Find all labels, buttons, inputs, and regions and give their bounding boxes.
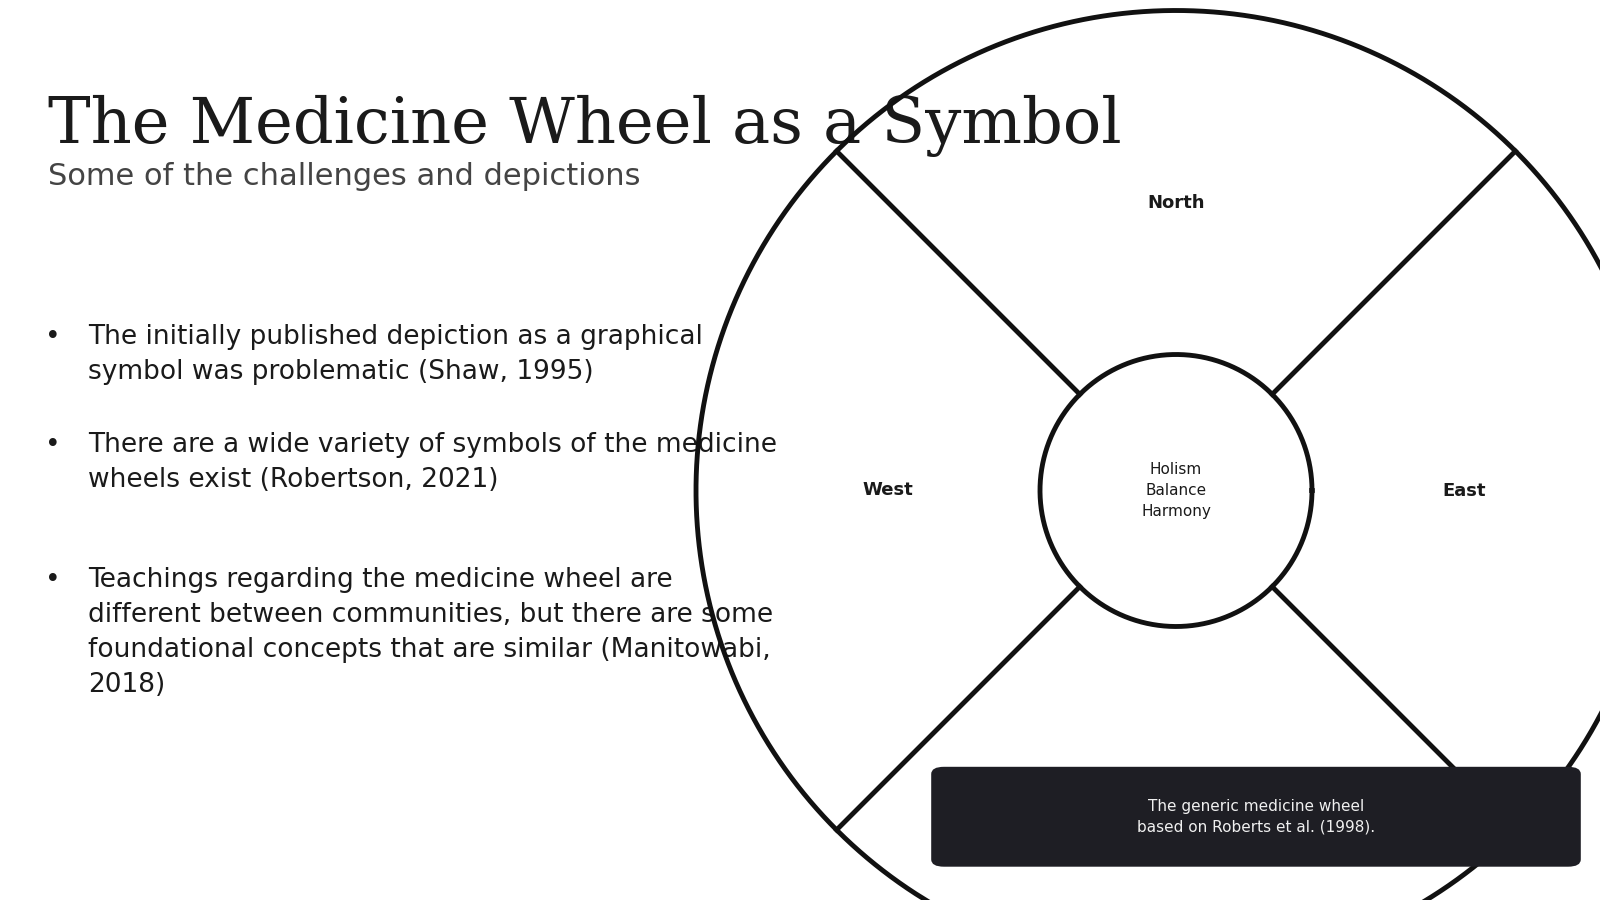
Text: Teachings regarding the medicine wheel are
different between communities, but th: Teachings regarding the medicine wheel a… xyxy=(88,567,773,698)
Text: West: West xyxy=(862,482,914,500)
Text: Some of the challenges and depictions: Some of the challenges and depictions xyxy=(48,162,640,191)
Text: North: North xyxy=(1147,194,1205,212)
Text: The Medicine Wheel as a Symbol: The Medicine Wheel as a Symbol xyxy=(48,94,1122,157)
Text: There are a wide variety of symbols of the medicine
wheels exist (Robertson, 202: There are a wide variety of symbols of t… xyxy=(88,432,778,493)
Text: The generic medicine wheel
based on Roberts et al. (1998).: The generic medicine wheel based on Robe… xyxy=(1138,799,1374,835)
Text: The initially published depiction as a graphical
symbol was problematic (Shaw, 1: The initially published depiction as a g… xyxy=(88,324,702,385)
Text: •: • xyxy=(45,432,61,458)
Text: South: South xyxy=(1146,770,1206,788)
Polygon shape xyxy=(1040,355,1312,626)
Text: •: • xyxy=(45,567,61,593)
Text: East: East xyxy=(1442,482,1486,500)
Text: Holism
Balance
Harmony: Holism Balance Harmony xyxy=(1141,462,1211,519)
FancyBboxPatch shape xyxy=(931,767,1581,867)
Text: •: • xyxy=(45,324,61,350)
